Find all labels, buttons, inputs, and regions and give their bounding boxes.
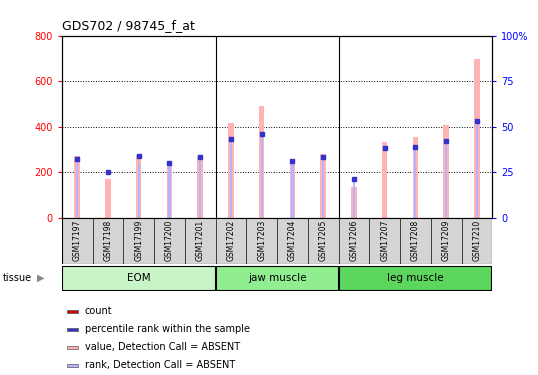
Bar <box>136 155 141 218</box>
Bar <box>105 179 111 218</box>
Text: GSM17205: GSM17205 <box>318 220 328 261</box>
Text: jaw muscle: jaw muscle <box>248 273 306 283</box>
FancyBboxPatch shape <box>216 266 338 290</box>
Bar <box>322 158 324 218</box>
Bar <box>199 158 201 218</box>
Text: GSM17204: GSM17204 <box>288 220 297 261</box>
Bar <box>74 156 80 218</box>
FancyBboxPatch shape <box>62 266 215 290</box>
Bar <box>443 125 449 218</box>
Bar <box>414 148 416 217</box>
Text: GSM17197: GSM17197 <box>73 220 82 261</box>
FancyBboxPatch shape <box>338 266 491 290</box>
Text: percentile rank within the sample: percentile rank within the sample <box>84 324 250 334</box>
Text: GSM17209: GSM17209 <box>442 220 451 261</box>
Bar <box>67 364 79 367</box>
Bar <box>230 141 232 218</box>
Bar <box>67 310 79 313</box>
Bar <box>382 142 387 218</box>
Bar <box>76 158 79 218</box>
Text: GSM17198: GSM17198 <box>103 220 112 261</box>
Bar <box>351 187 357 218</box>
Bar <box>289 160 295 218</box>
Bar <box>138 162 140 218</box>
Text: ▶: ▶ <box>37 273 44 283</box>
Bar <box>259 106 265 218</box>
Bar <box>292 162 294 218</box>
Text: leg muscle: leg muscle <box>387 273 444 283</box>
Text: rank, Detection Call = ABSENT: rank, Detection Call = ABSENT <box>84 360 235 370</box>
Bar <box>474 60 480 217</box>
Text: value, Detection Call = ABSENT: value, Detection Call = ABSENT <box>84 342 240 352</box>
Text: GDS702 / 98745_f_at: GDS702 / 98745_f_at <box>62 19 195 32</box>
Bar <box>445 142 447 218</box>
Bar <box>413 137 418 218</box>
Text: tissue: tissue <box>3 273 32 283</box>
Text: GSM17207: GSM17207 <box>380 220 389 261</box>
Bar <box>67 328 79 331</box>
Bar <box>62 217 492 264</box>
Bar <box>197 156 203 218</box>
Text: GSM17202: GSM17202 <box>226 220 236 261</box>
Bar <box>167 161 172 218</box>
Text: GSM17199: GSM17199 <box>134 220 143 261</box>
Text: GSM17203: GSM17203 <box>257 220 266 261</box>
Text: GSM17200: GSM17200 <box>165 220 174 261</box>
Text: EOM: EOM <box>127 273 151 283</box>
Bar <box>321 154 326 218</box>
Bar <box>260 134 263 218</box>
Bar <box>353 179 355 218</box>
Text: GSM17210: GSM17210 <box>472 220 482 261</box>
Text: GSM17201: GSM17201 <box>196 220 205 261</box>
Bar <box>168 164 171 218</box>
Text: GSM17208: GSM17208 <box>411 220 420 261</box>
Bar <box>476 122 478 218</box>
Text: GSM17206: GSM17206 <box>349 220 358 261</box>
Bar <box>228 123 233 218</box>
Bar <box>67 346 79 349</box>
Text: count: count <box>84 306 112 316</box>
